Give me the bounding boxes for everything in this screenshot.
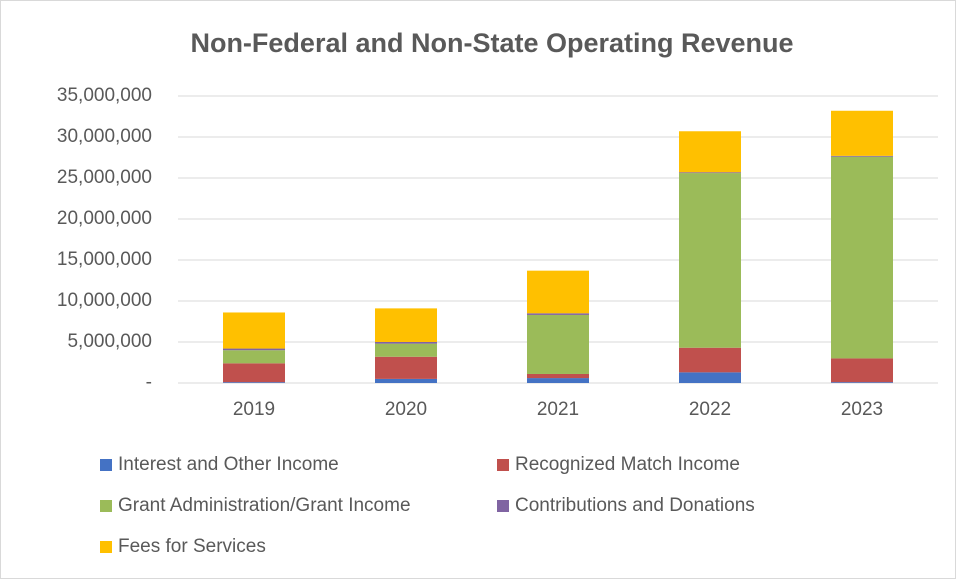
bar-segment [527, 378, 589, 383]
bar-segment [223, 348, 285, 351]
bar-segment [679, 347, 741, 373]
legend-label: Interest and Other Income [118, 454, 339, 475]
bar-segment [527, 373, 589, 379]
bar-segment [831, 156, 893, 359]
bar-segment [375, 378, 437, 383]
chart-title: Non-Federal and Non-State Operating Reve… [190, 28, 793, 58]
x-tick-label: 2023 [841, 399, 883, 420]
bar-segment [527, 314, 589, 374]
legend-swatch [497, 500, 509, 512]
y-tick-label: 20,000,000 [57, 208, 152, 229]
legend-label: Grant Administration/Grant Income [118, 495, 411, 516]
y-tick-label: - [146, 372, 152, 393]
bar-segment [527, 270, 589, 314]
bar-segment [223, 312, 285, 349]
legend-swatch [100, 459, 112, 471]
x-tick-label: 2019 [233, 399, 275, 420]
bar-segment [679, 372, 741, 383]
bar-segment [375, 342, 437, 344]
bar-segment [375, 343, 437, 357]
bar-segment [831, 358, 893, 383]
bar-segment [831, 382, 893, 383]
y-tick-label: 25,000,000 [57, 167, 152, 188]
legend-label: Contributions and Donations [515, 495, 755, 516]
bar-segment [527, 313, 589, 315]
y-tick-label: 10,000,000 [57, 290, 152, 311]
y-tick-label: 15,000,000 [57, 249, 152, 270]
bar-segment [831, 155, 893, 157]
bar-segment [223, 363, 285, 383]
bar-segment [375, 356, 437, 379]
x-tick-label: 2020 [385, 399, 427, 420]
legend-label: Fees for Services [118, 536, 266, 557]
bar-segment [223, 382, 285, 383]
x-tick-label: 2021 [537, 399, 579, 420]
bar-segment [831, 110, 893, 156]
legend-label: Recognized Match Income [515, 454, 740, 475]
legend-swatch [100, 541, 112, 553]
legend-swatch [497, 459, 509, 471]
bar-segment [679, 131, 741, 173]
bar-segment [679, 173, 741, 348]
y-tick-label: 5,000,000 [67, 331, 152, 352]
x-tick-label: 2022 [689, 399, 731, 420]
bar-segment [375, 308, 437, 342]
y-tick-label: 30,000,000 [57, 126, 152, 147]
legend-swatch [100, 500, 112, 512]
y-tick-label: 35,000,000 [57, 85, 152, 106]
bar-segment [679, 172, 741, 174]
bar-segment [223, 350, 285, 364]
